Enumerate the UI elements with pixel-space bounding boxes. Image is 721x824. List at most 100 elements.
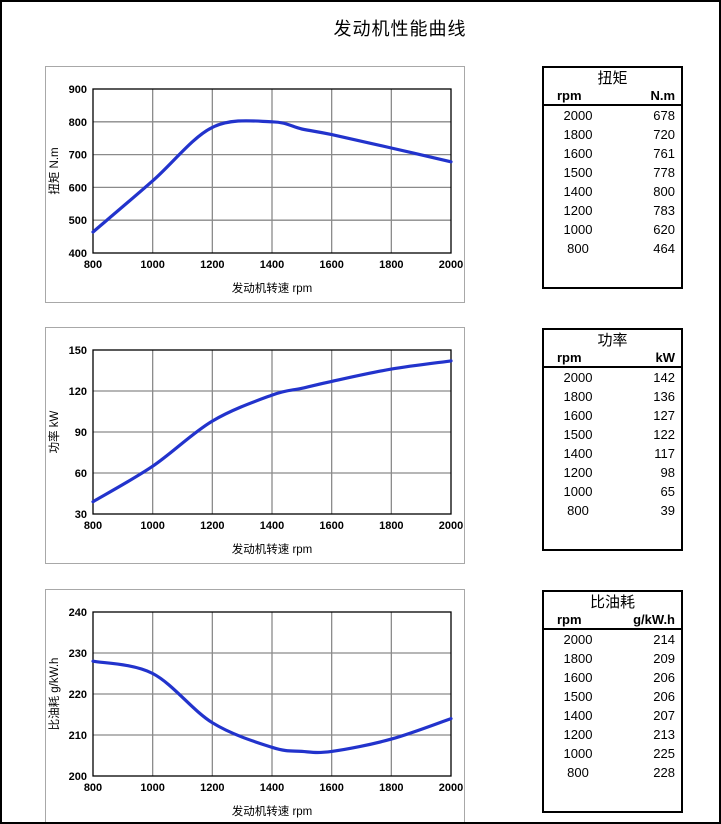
power-chart: 30 60 90 120 150 800 1000 1200 1400 1600 1800 2000 发… [47, 345, 463, 556]
x-tick-label: 1000 [140, 259, 164, 271]
rpm-cell: 800 [567, 241, 589, 256]
value-cell: 122 [653, 427, 675, 442]
y-tick-label: 150 [69, 345, 87, 357]
table-row: 1000 65 [544, 482, 681, 501]
rpm-cell: 1500 [563, 427, 593, 442]
power-table: 功率 rpm kW 2000 142 1800 136 1600 127 1500 122 14… [542, 328, 683, 551]
table-row: 1200 783 [544, 201, 681, 220]
rpm-cell: 2000 [563, 108, 593, 123]
y-axis-title: 功率 kW [47, 410, 61, 453]
value-cell: 136 [653, 389, 675, 404]
x-axis-title: 发动机转速 rpm [232, 281, 313, 295]
table-row: 1400 207 [544, 706, 681, 725]
table-row: 1600 127 [544, 406, 681, 425]
power-curve [91, 359, 453, 504]
value-cell: 800 [653, 184, 675, 199]
table-row: 1400 117 [544, 444, 681, 463]
value-cell: 678 [653, 108, 675, 123]
x-tick-label: 1400 [260, 782, 284, 794]
rpm-cell: 1600 [563, 670, 593, 685]
table-row: 800 464 [544, 239, 681, 258]
rpm-cell: 1200 [563, 465, 593, 480]
y-tick-label: 30 [75, 509, 87, 521]
x-tick-label: 1800 [379, 259, 403, 271]
rpm-cell: 1800 [563, 127, 593, 142]
value-cell: 213 [653, 727, 675, 742]
value-cell: 228 [653, 765, 675, 780]
value-cell: 620 [653, 222, 675, 237]
rpm-cell: 1600 [563, 408, 593, 423]
table-row: 1000 620 [544, 220, 681, 239]
table-row: 1600 761 [544, 144, 681, 163]
value-cell: 117 [654, 446, 675, 461]
table-title: 比油耗 [589, 594, 635, 611]
rpm-cell: 1500 [563, 165, 593, 180]
x-tick-label: 2000 [439, 782, 463, 794]
torque-curve [91, 119, 453, 234]
fuel-consumption-table: 比油耗 rpm g/kW.h 2000 214 1800 209 1600 206 1500… [542, 590, 683, 813]
table-row: 1200 98 [544, 463, 681, 482]
y-tick-label: 900 [69, 84, 87, 96]
x-tick-label: 1200 [200, 520, 224, 532]
table-row: 1800 136 [544, 387, 681, 406]
table-row: 2000 142 [544, 368, 681, 387]
y-tick-label: 800 [69, 117, 87, 129]
rpm-cell: 1400 [563, 708, 593, 723]
table-row: 1800 209 [544, 649, 681, 668]
rpm-cell: 1500 [563, 689, 593, 704]
x-tick-label: 1600 [319, 259, 343, 271]
torque-chart-panel: 400 500 600 700 800 900 800 1000 1200 1400 1600 180… [45, 66, 465, 303]
value-cell: 225 [653, 746, 675, 761]
table-title: 扭矩 [597, 70, 628, 87]
table-row: 1500 206 [544, 687, 681, 706]
value-cell: 720 [653, 127, 675, 142]
x-tick-label: 800 [84, 520, 102, 532]
rpm-cell: 2000 [563, 370, 593, 385]
fuel-consumption-curve [91, 659, 453, 755]
rpm-cell: 1000 [563, 484, 593, 499]
x-tick-label: 1000 [140, 782, 164, 794]
value-cell: 65 [660, 484, 675, 499]
rpm-cell: 800 [567, 503, 589, 518]
table-rows: 2000 142 1800 136 1600 127 1500 122 1400 117 1200 9… [544, 368, 681, 520]
fuel-consumption-chart: 200 210 220 230 240 800 1000 1200 1400 1600 1800 20… [47, 607, 463, 818]
y-axis-title: 比油耗 g/kW.h [47, 658, 61, 731]
value-cell: 761 [653, 146, 675, 161]
rpm-cell: 1200 [563, 727, 593, 742]
column-header-unit: N.m [650, 88, 675, 103]
x-tick-label: 1400 [260, 520, 284, 532]
x-tick-label: 1600 [319, 520, 343, 532]
x-tick-label: 2000 [439, 520, 463, 532]
column-header-rpm: rpm [557, 612, 582, 627]
x-tick-label: 1400 [260, 259, 284, 271]
y-tick-label: 90 [75, 427, 87, 439]
table-row: 800 228 [544, 763, 681, 782]
y-tick-label: 220 [69, 689, 87, 701]
column-header-unit: g/kW.h [633, 612, 675, 627]
rpm-cell: 1400 [563, 184, 593, 199]
y-tick-label: 400 [69, 248, 87, 260]
table-row: 1800 720 [544, 125, 681, 144]
table-column-headers: rpm N.m [544, 88, 681, 106]
y-tick-label: 210 [69, 730, 87, 742]
rpm-cell: 1800 [563, 389, 593, 404]
rpm-cell: 2000 [563, 632, 593, 647]
table-row: 800 39 [544, 501, 681, 520]
value-cell: 206 [653, 689, 675, 704]
plot-area-border [92, 611, 452, 777]
value-cell: 127 [653, 408, 675, 423]
table-row: 2000 678 [544, 106, 681, 125]
x-tick-label: 2000 [439, 259, 463, 271]
column-header-unit: kW [655, 350, 676, 365]
value-cell: 214 [653, 632, 675, 647]
table-row: 1500 778 [544, 163, 681, 182]
value-cell: 209 [653, 651, 675, 666]
y-axis-title: 扭矩 N.m [47, 147, 61, 194]
torque-table: 扭矩 rpm N.m 2000 678 1800 720 1600 761 1500 778 1… [542, 66, 683, 289]
value-cell: 464 [653, 241, 675, 256]
column-header-rpm: rpm [557, 88, 582, 103]
value-cell: 207 [653, 708, 675, 723]
y-tick-label: 120 [69, 386, 87, 398]
x-tick-label: 1600 [319, 782, 343, 794]
